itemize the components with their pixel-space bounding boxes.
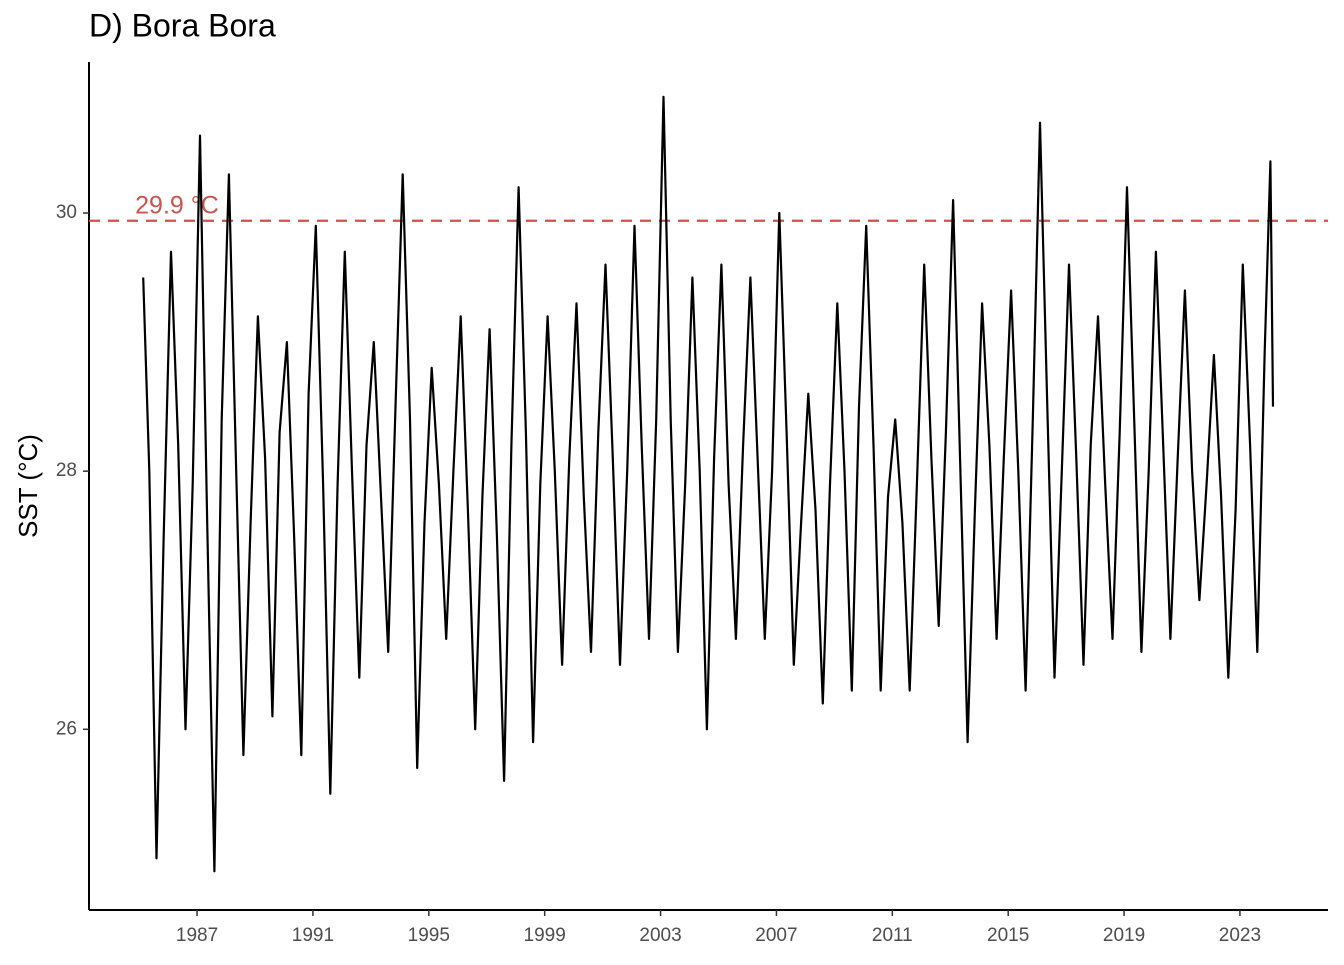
sst-line [142,95,1275,873]
x-tick-label: 2007 [755,925,797,946]
y-tick-label: 26 [56,718,77,739]
y-tick-label: 30 [56,202,77,223]
x-tick-label: 2023 [1219,925,1261,946]
x-tick-label: 2003 [639,925,681,946]
x-tick-label: 1991 [292,925,334,946]
x-tick-label: 1995 [408,925,450,946]
chart-title: D) Bora Bora [89,7,276,43]
x-tick-label: 2011 [872,925,913,946]
x-tick-label: 2015 [987,925,1029,946]
x-tick-label: 1987 [176,925,218,946]
y-tick-label: 28 [56,460,77,481]
x-tick-label: 2019 [1103,925,1145,946]
y-axis-label: SST (°C) [13,434,43,538]
threshold-label: 29.9 °C [135,191,219,219]
x-tick-label: 1999 [524,925,566,946]
